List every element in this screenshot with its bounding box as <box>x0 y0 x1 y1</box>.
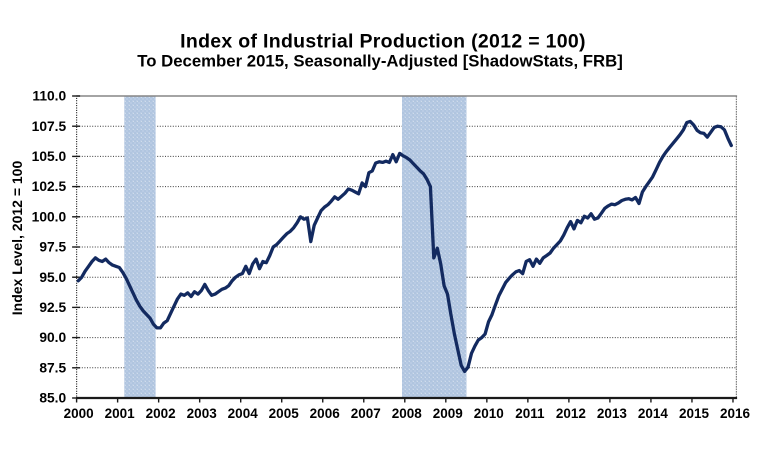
svg-text:92.5: 92.5 <box>39 300 66 315</box>
svg-text:2006: 2006 <box>310 406 341 421</box>
svg-text:107.5: 107.5 <box>32 119 67 134</box>
svg-text:102.5: 102.5 <box>32 179 67 194</box>
svg-text:2005: 2005 <box>269 406 300 421</box>
svg-text:87.5: 87.5 <box>39 360 66 375</box>
svg-text:2002: 2002 <box>146 406 176 421</box>
svg-text:Index Level, 2012 = 100: Index Level, 2012 = 100 <box>9 161 25 316</box>
svg-text:90.0: 90.0 <box>39 330 66 345</box>
svg-text:2012: 2012 <box>556 406 586 421</box>
svg-text:To December 2015, Seasonally-A: To December 2015, Seasonally-Adjusted [S… <box>137 52 623 71</box>
svg-text:2010: 2010 <box>474 406 504 421</box>
svg-text:2013: 2013 <box>597 406 628 421</box>
svg-text:2001: 2001 <box>105 406 136 421</box>
svg-text:2009: 2009 <box>433 406 463 421</box>
svg-text:2011: 2011 <box>515 406 545 421</box>
svg-text:97.5: 97.5 <box>39 240 66 255</box>
svg-text:95.0: 95.0 <box>39 270 66 285</box>
svg-text:100.0: 100.0 <box>32 209 67 224</box>
svg-text:110.0: 110.0 <box>32 89 66 104</box>
svg-text:105.0: 105.0 <box>32 149 67 164</box>
svg-text:2016: 2016 <box>720 406 751 421</box>
svg-text:2015: 2015 <box>679 406 710 421</box>
svg-text:2014: 2014 <box>638 406 669 421</box>
svg-text:2003: 2003 <box>187 406 218 421</box>
svg-text:2007: 2007 <box>351 406 381 421</box>
svg-text:Index of Industrial Production: Index of Industrial Production (2012 = 1… <box>180 31 586 53</box>
svg-text:2000: 2000 <box>64 406 94 421</box>
svg-text:2004: 2004 <box>228 406 259 421</box>
svg-text:85.0: 85.0 <box>39 391 66 406</box>
svg-text:2008: 2008 <box>392 406 423 421</box>
